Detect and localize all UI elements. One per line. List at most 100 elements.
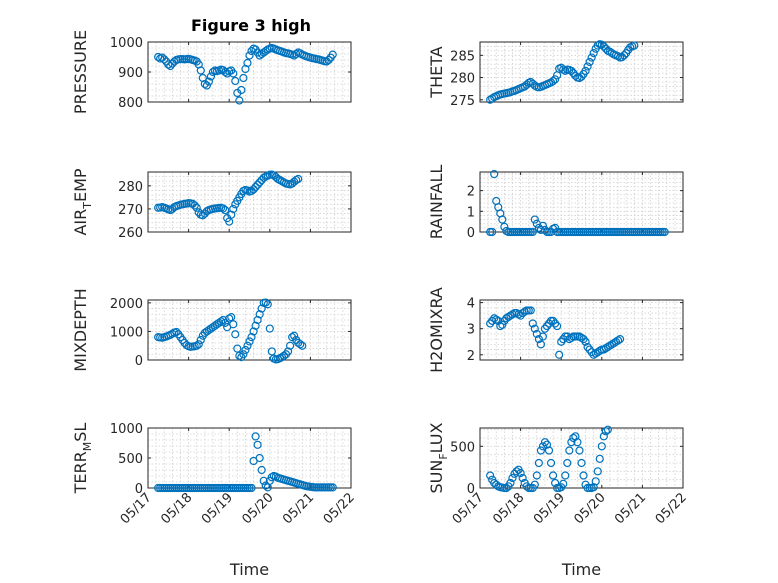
data-point	[290, 177, 299, 186]
axes-frame	[479, 427, 684, 489]
data-point	[585, 345, 594, 354]
data-point	[589, 350, 598, 359]
data-point	[204, 325, 213, 335]
data-point	[540, 324, 550, 333]
data-point	[227, 210, 236, 219]
data-point	[559, 335, 568, 344]
y-axis-label: PRESSURE	[71, 30, 90, 114]
data-point	[231, 330, 240, 339]
data-point	[279, 351, 289, 360]
x-tick-label: 05/21	[280, 490, 317, 527]
data-point	[221, 67, 230, 77]
data-point	[249, 185, 258, 194]
data-point	[488, 227, 497, 237]
data-point	[530, 480, 539, 489]
y-axis-label-part: PRESSURE	[71, 30, 90, 114]
data-point	[573, 438, 582, 447]
data-point	[200, 79, 209, 89]
data-point	[548, 471, 558, 480]
y-axis-label-subscript: M	[81, 442, 94, 452]
data-point	[253, 440, 262, 449]
data-point	[294, 338, 303, 347]
x-tick-label: 05/20	[572, 490, 609, 527]
data-point	[611, 337, 621, 346]
data-point	[202, 327, 211, 336]
data-point	[504, 312, 513, 322]
y-tick-label: 1000	[110, 325, 143, 340]
data-point	[585, 57, 594, 67]
subplot-6: 2 3 4 H2OMIXRA	[427, 287, 684, 373]
data-point	[630, 41, 639, 50]
data-point	[486, 319, 495, 328]
data-point	[257, 304, 266, 313]
data-point	[609, 338, 619, 348]
data-point	[530, 324, 539, 333]
y-tick-label: 285	[450, 49, 475, 64]
y-tick-label: 280	[118, 180, 143, 195]
data-point	[190, 201, 199, 210]
data-point	[247, 333, 256, 342]
y-tick-label: 280	[450, 72, 475, 87]
data-point	[328, 50, 337, 59]
data-point	[530, 81, 539, 90]
data-point	[247, 46, 256, 56]
data-point	[192, 341, 201, 350]
data-point	[253, 315, 262, 325]
data-point	[239, 73, 248, 83]
data-point	[506, 478, 515, 488]
y-axis-label: MIXDEPTH	[71, 288, 90, 371]
data-point	[538, 442, 548, 451]
y-tick-label: 0	[135, 482, 143, 497]
data-point	[206, 72, 216, 81]
data-point	[561, 471, 570, 480]
axes-frame	[147, 171, 352, 233]
data-point	[540, 438, 550, 447]
data-point	[522, 80, 531, 89]
y-tick-label: 1000	[110, 36, 143, 51]
data-point	[526, 306, 535, 315]
data-point	[567, 438, 576, 447]
data-point	[555, 350, 564, 359]
data-point	[587, 53, 596, 62]
data-point	[597, 442, 606, 451]
y-axis-label: H2OMIXRA	[427, 287, 446, 373]
data-point	[208, 67, 218, 77]
subplot-2: 275 280 285 THETA	[427, 40, 684, 109]
data-point	[255, 453, 264, 463]
data-point	[567, 333, 576, 342]
y-axis-label-part: SUN	[427, 460, 446, 494]
data-point	[544, 446, 554, 455]
data-point	[605, 341, 615, 350]
x-tick-label: 05/18	[158, 490, 195, 527]
data-point	[591, 349, 600, 358]
data-point	[603, 425, 612, 434]
y-tick-label: 900	[118, 66, 143, 81]
data-point	[607, 340, 617, 349]
y-tick-label: 800	[118, 96, 143, 111]
data-point	[292, 49, 301, 59]
y-tick-label: 2	[467, 185, 475, 200]
y-axis-label: THETA	[427, 46, 446, 98]
data-point	[227, 313, 236, 322]
data-point	[593, 467, 602, 476]
y-tick-label: 500	[118, 452, 143, 467]
y-tick-label: 1000	[110, 422, 143, 437]
data-point	[277, 353, 287, 362]
data-point	[288, 333, 297, 342]
data-point	[194, 340, 203, 349]
data-point	[518, 473, 527, 483]
data-point	[575, 446, 584, 455]
y-axis-label: TERRMSL	[71, 423, 94, 495]
data-point	[559, 479, 568, 488]
data-point	[219, 204, 228, 213]
data-point	[601, 344, 610, 353]
data-point	[324, 55, 333, 65]
y-tick-label: 2000	[110, 297, 143, 312]
data-point	[557, 337, 566, 346]
data-point	[286, 341, 295, 350]
data-point	[567, 66, 576, 75]
data-point	[235, 96, 244, 105]
data-point	[196, 66, 205, 75]
